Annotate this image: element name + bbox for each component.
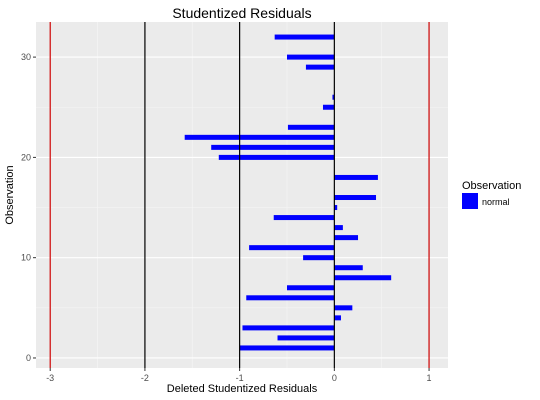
- legend-swatch-normal: [462, 193, 478, 209]
- y-tick-label: 10: [21, 253, 31, 263]
- x-tick-label: -3: [46, 373, 54, 383]
- bar-obs-9: [334, 265, 363, 271]
- bar-obs-14: [273, 215, 335, 221]
- bars: [184, 34, 392, 351]
- bar-obs-18: [334, 174, 378, 180]
- x-axis-title: Deleted Studentized Residuals: [167, 383, 318, 395]
- y-tick-label: 0: [26, 353, 31, 363]
- bar-obs-3: [242, 325, 335, 331]
- bar-obs-15: [334, 205, 338, 211]
- bar-obs-7: [286, 285, 335, 291]
- y-tick-label: 20: [21, 152, 31, 162]
- bar-obs-21: [211, 144, 335, 150]
- y-tick-label: 30: [21, 52, 31, 62]
- bar-obs-22: [184, 134, 335, 140]
- bar-obs-8: [334, 275, 392, 281]
- x-tick-label: -1: [236, 373, 244, 383]
- x-tick-label: 0: [332, 373, 337, 383]
- bar-obs-26: [332, 94, 335, 100]
- chart-title: Studentized Residuals: [172, 5, 311, 21]
- bar-obs-16: [334, 195, 377, 201]
- x-tick-label: 1: [427, 373, 432, 383]
- legend-title: Observation: [462, 180, 521, 192]
- bar-obs-6: [246, 295, 335, 301]
- bar-obs-29: [305, 64, 335, 70]
- legend: Observation normal: [462, 180, 521, 209]
- bar-obs-1: [239, 345, 335, 351]
- bar-obs-10: [303, 255, 335, 261]
- bar-obs-2: [277, 335, 335, 341]
- legend-label-normal: normal: [482, 197, 510, 207]
- bar-obs-32: [274, 34, 335, 40]
- bar-obs-13: [334, 225, 343, 231]
- bar-obs-25: [322, 104, 335, 110]
- bar-obs-23: [287, 124, 335, 130]
- bar-obs-20: [218, 154, 335, 160]
- bar-obs-30: [286, 54, 335, 60]
- bar-obs-12: [334, 235, 359, 241]
- reference-lines: [49, 22, 430, 368]
- bar-obs-4: [334, 315, 341, 321]
- bar-obs-5: [334, 305, 353, 311]
- plot-panel: [36, 22, 448, 368]
- y-axis-title: Observation: [4, 165, 16, 224]
- x-tick-label: -2: [141, 373, 149, 383]
- bar-obs-11: [249, 245, 335, 251]
